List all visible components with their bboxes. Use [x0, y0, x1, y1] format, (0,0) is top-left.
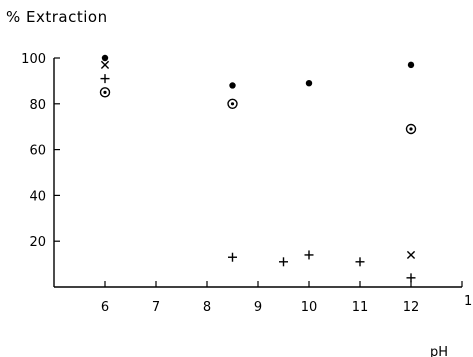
data-point-cross [406, 250, 416, 260]
x-tick-label: 7 [152, 300, 160, 315]
x-tick-label: 8 [203, 300, 211, 315]
data-point-plus [406, 273, 416, 283]
x-tick-label: 11 [352, 300, 369, 315]
y-tick-label: 60 [29, 144, 46, 159]
x-tick-label: 13 [464, 294, 473, 309]
y-ticks: 20 40 60 80 100 [21, 52, 60, 250]
data-point-dot [305, 79, 313, 87]
y-tick-label: 40 [29, 189, 46, 204]
data-point-circle-dot [227, 98, 238, 110]
data-point-dot [229, 82, 236, 89]
data-point-dot [407, 61, 415, 69]
data-point-circle-dot [99, 87, 111, 98]
x-ticks: 6 7 8 9 10 11 12 13 [101, 281, 473, 315]
data-point-plus [304, 250, 314, 260]
data-point-circle-dot [405, 123, 417, 135]
x-tick-label: 6 [101, 300, 109, 315]
x-tick-label: 9 [254, 300, 262, 315]
y-tick-label: 80 [29, 98, 46, 113]
data-point-plus [228, 252, 237, 262]
data-point-plus [279, 257, 288, 267]
data-point-dot [101, 54, 109, 62]
data-point-cross [100, 60, 110, 69]
data-points [99, 54, 417, 283]
y-axis-label: % Extraction [6, 8, 108, 26]
x-axis-label: pH [430, 345, 448, 357]
data-point-plus [355, 257, 365, 267]
axes [53, 58, 462, 288]
x-tick-label: 12 [403, 300, 420, 315]
y-tick-label: 100 [21, 52, 46, 67]
y-tick-label: 20 [29, 235, 46, 250]
x-tick-label: 10 [301, 300, 318, 315]
data-point-plus [100, 74, 110, 84]
